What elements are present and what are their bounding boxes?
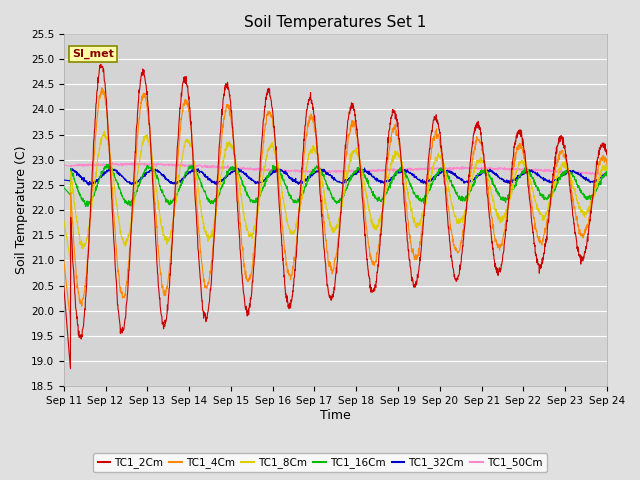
- Y-axis label: Soil Temperature (C): Soil Temperature (C): [15, 146, 28, 275]
- Text: SI_met: SI_met: [72, 49, 114, 59]
- Title: Soil Temperatures Set 1: Soil Temperatures Set 1: [244, 15, 426, 30]
- X-axis label: Time: Time: [320, 409, 351, 422]
- Legend: TC1_2Cm, TC1_4Cm, TC1_8Cm, TC1_16Cm, TC1_32Cm, TC1_50Cm: TC1_2Cm, TC1_4Cm, TC1_8Cm, TC1_16Cm, TC1…: [93, 453, 547, 472]
